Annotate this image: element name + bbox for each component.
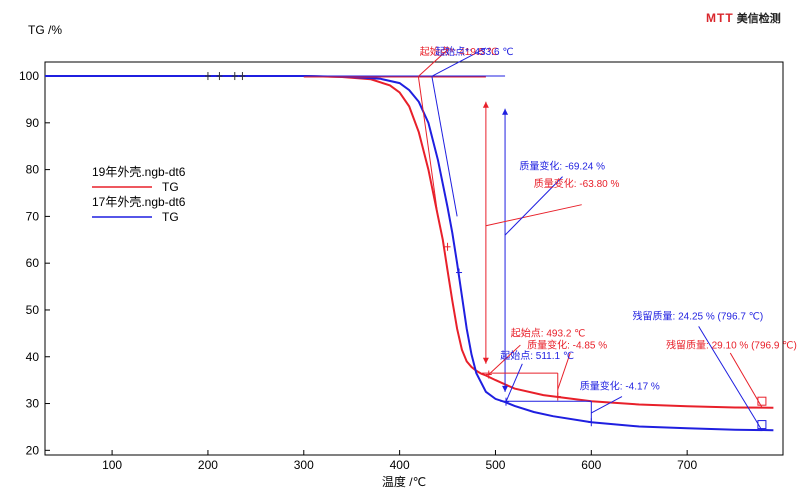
legend-file: 17年外壳.ngb-dt6	[92, 195, 186, 209]
y-tick-label: 20	[26, 443, 40, 457]
annotation-label: 质量变化: -4.17 %	[580, 380, 660, 393]
annotation-label: 起始点: 493.2 ℃	[511, 327, 586, 340]
x-tick-label: 300	[294, 458, 314, 472]
annotation-label: 残留质量: 29.10 % (796.9 ℃)	[666, 338, 797, 351]
annotation-label: 起始点*: 433.6 ℃	[435, 45, 513, 58]
residual-box	[757, 396, 767, 406]
mass-leader	[485, 204, 582, 227]
annotation-label: 质量变化: -63.80 %	[534, 177, 620, 190]
legend-label: TG	[162, 210, 179, 224]
x-tick-label: 700	[677, 458, 697, 472]
series-layer	[45, 72, 774, 432]
arrow-head	[482, 101, 489, 108]
y-tick-label: 60	[26, 256, 40, 270]
onset-tangent	[417, 75, 439, 217]
axes-layer: 20 30 40 50 60 70 80 90 100 100 200 300 400 500 600 700…	[19, 23, 784, 489]
y-tick-label: 100	[19, 69, 39, 83]
x-tick-label: 400	[390, 458, 410, 472]
annotation-label: 起始点: 511.1 ℃	[500, 349, 574, 362]
x-tick-label: 500	[485, 458, 505, 472]
y-tick-label: 80	[26, 163, 40, 177]
arrow-head	[502, 108, 509, 115]
series-line-1	[45, 75, 774, 409]
y-tick-label: 90	[26, 116, 40, 130]
brand-logo: MTT 美信检测	[706, 10, 781, 26]
annotation-label: 起始点*: 419.5 ℃	[420, 45, 498, 58]
onset-leader	[488, 344, 521, 375]
annotation-label: 残留质量: 24.25 % (796.7 ℃)	[633, 309, 764, 322]
arrow-head	[482, 357, 489, 364]
plot-frame	[44, 61, 784, 456]
mass-leader	[591, 396, 623, 414]
residual-leader	[698, 326, 763, 431]
onset-leader	[505, 363, 523, 402]
y-tick-label: 50	[26, 303, 40, 317]
arrow-head	[502, 385, 509, 392]
series-line-2	[45, 75, 774, 432]
onset-leader	[431, 47, 487, 77]
residual-leader	[729, 352, 763, 408]
y-tick-label: 30	[26, 397, 40, 411]
annotation-label: 质量变化: -4.85 %	[527, 338, 607, 351]
legend-file: 19年外壳.ngb-dt6	[92, 165, 186, 179]
logo-name: 美信检测	[736, 13, 781, 25]
mass-leader	[504, 176, 563, 236]
x-tick-label: 100	[102, 458, 122, 472]
logo-mark: MTT	[706, 11, 734, 25]
onset-leader	[418, 47, 450, 77]
y-tick-label: 40	[26, 350, 40, 364]
residual-box	[757, 420, 767, 430]
x-tick-label: 200	[198, 458, 218, 472]
y-tick-label: 70	[26, 209, 40, 223]
x-axis-label: 温度 /℃	[382, 474, 426, 489]
annotation-label: 质量变化: -69.24 %	[519, 160, 605, 173]
y-axis-label: TG /%	[28, 23, 62, 37]
x-tick-label: 600	[581, 458, 601, 472]
onset-tangent	[431, 75, 458, 217]
legend-label: TG	[162, 180, 179, 194]
mass-leader	[557, 352, 571, 390]
